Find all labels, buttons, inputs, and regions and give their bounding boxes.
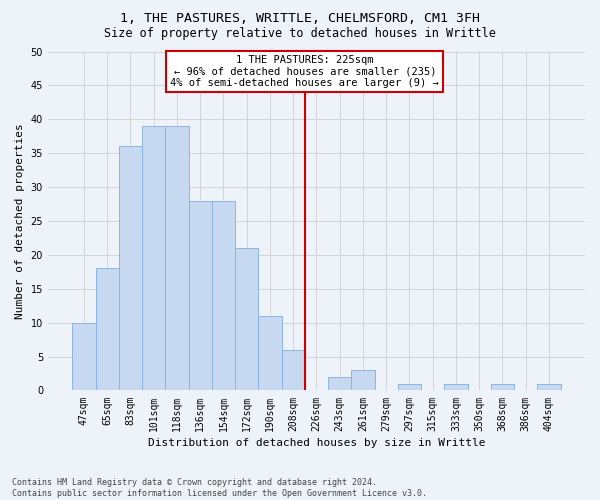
Bar: [95, 268, 119, 390]
Bar: [259, 316, 281, 390]
Bar: [491, 384, 514, 390]
Text: 1 THE PASTURES: 225sqm
← 96% of detached houses are smaller (235)
4% of semi-det: 1 THE PASTURES: 225sqm ← 96% of detached…: [170, 55, 439, 88]
Bar: [538, 384, 560, 390]
Bar: [235, 248, 259, 390]
Bar: [212, 200, 235, 390]
Bar: [398, 384, 421, 390]
Bar: [328, 377, 352, 390]
Bar: [119, 146, 142, 390]
Bar: [73, 322, 95, 390]
Text: Contains HM Land Registry data © Crown copyright and database right 2024.
Contai: Contains HM Land Registry data © Crown c…: [12, 478, 427, 498]
Text: 1, THE PASTURES, WRITTLE, CHELMSFORD, CM1 3FH: 1, THE PASTURES, WRITTLE, CHELMSFORD, CM…: [120, 12, 480, 26]
Bar: [352, 370, 374, 390]
Bar: [281, 350, 305, 391]
Y-axis label: Number of detached properties: Number of detached properties: [15, 123, 25, 319]
Bar: [445, 384, 467, 390]
Text: Size of property relative to detached houses in Writtle: Size of property relative to detached ho…: [104, 28, 496, 40]
Bar: [142, 126, 166, 390]
Bar: [166, 126, 188, 390]
Bar: [188, 200, 212, 390]
X-axis label: Distribution of detached houses by size in Writtle: Distribution of detached houses by size …: [148, 438, 485, 448]
